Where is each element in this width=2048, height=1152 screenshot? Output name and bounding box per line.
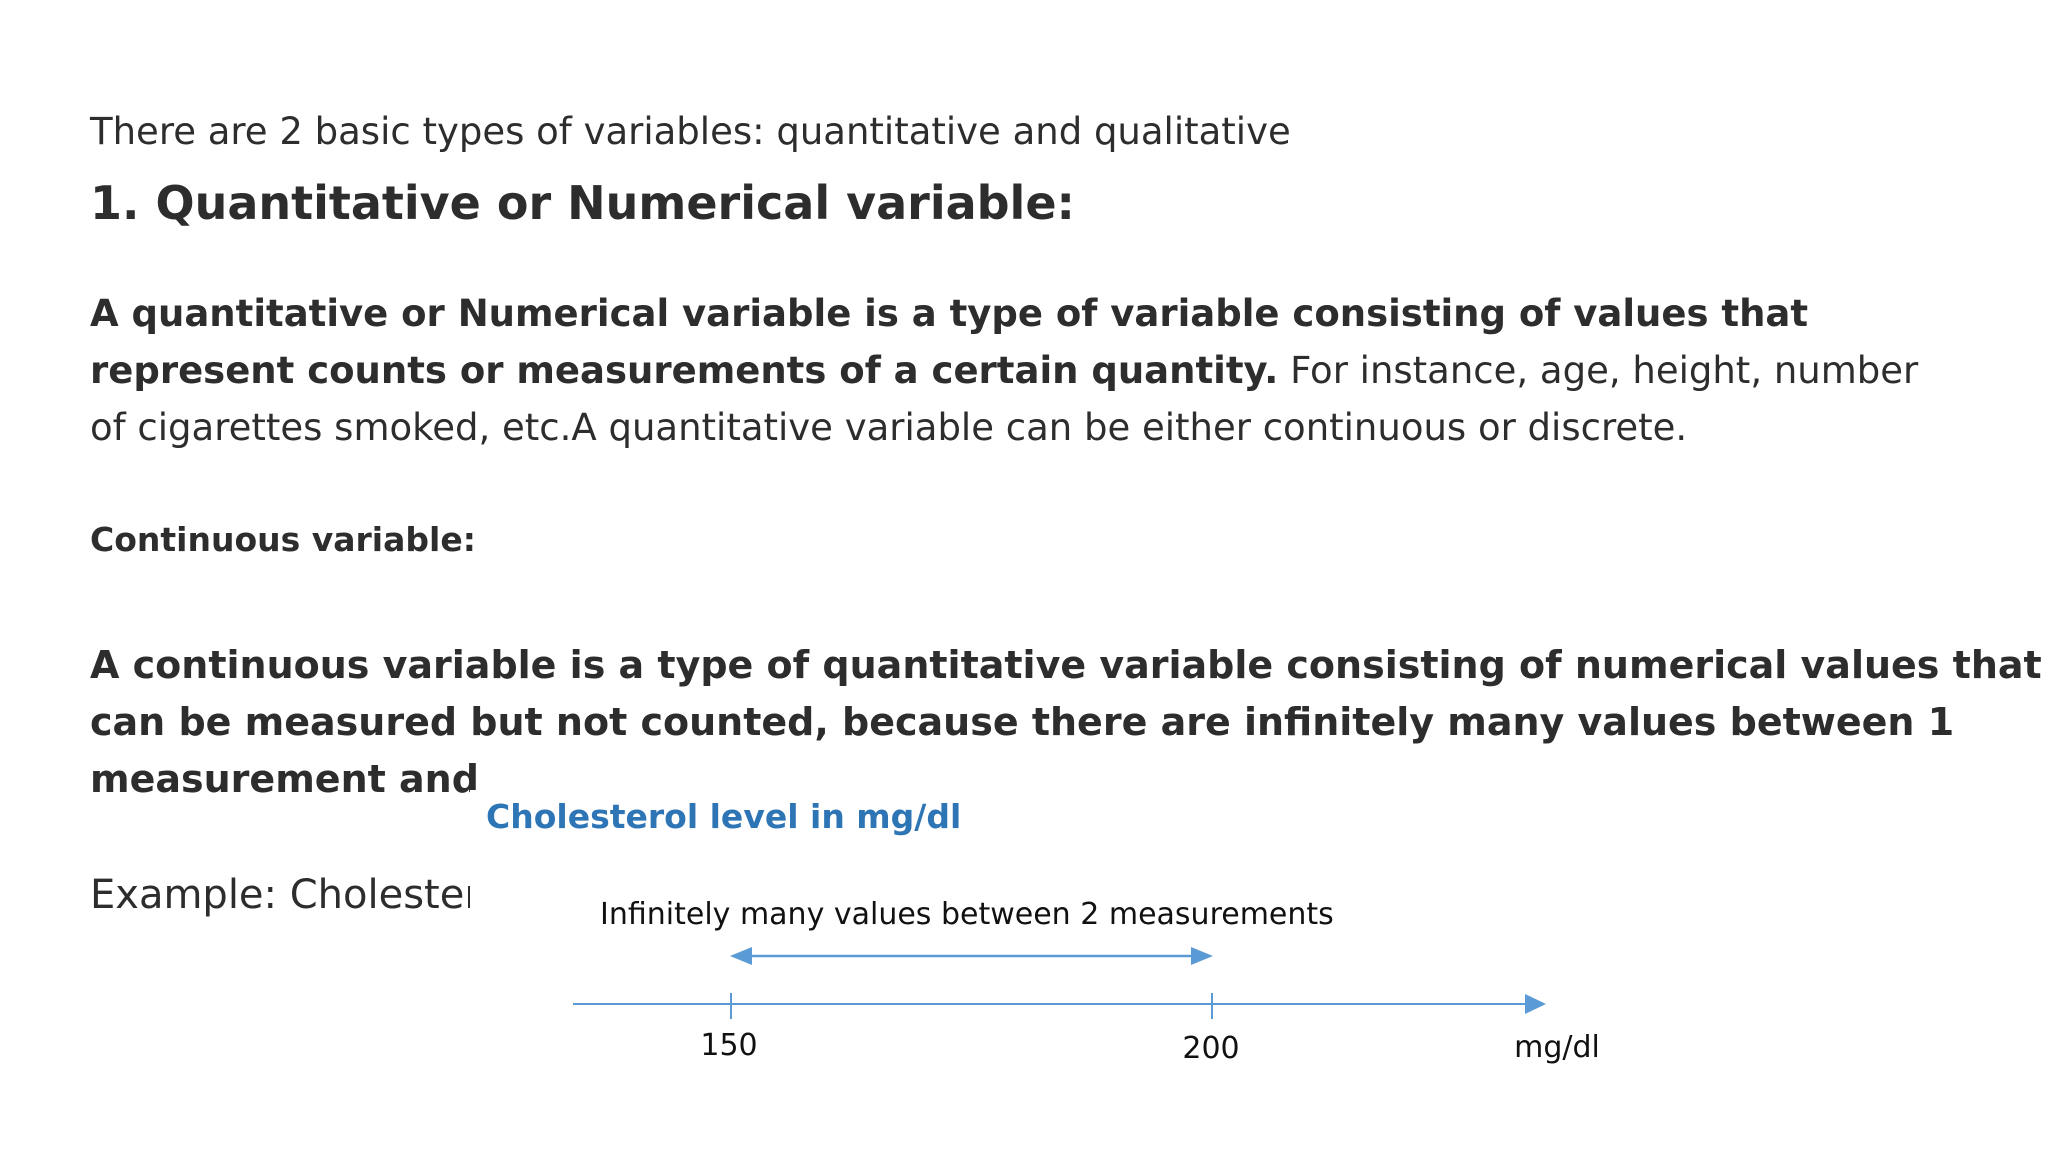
paragraph-line: represent counts or measurements of a ce… [90,342,1918,399]
definition-line: A continuous variable is a type of quant… [90,643,2042,687]
heading: 1. Quantitative or Numerical variable: [90,176,1075,230]
paragraph: A quantitative or Numerical variable is … [90,285,1918,456]
definition-line: can be measured but not counted, because… [90,700,1955,744]
bold-text: represent counts or measurements of a ce… [90,349,1279,392]
paragraph-line: A quantitative or Numerical variable is … [90,285,1918,342]
tick-label: 200 [1182,1031,1239,1066]
tick-label: 150 [700,1028,757,1063]
bold-text: A quantitative or Numerical variable is … [90,292,1809,335]
subheading: Continuous variable: [90,520,476,559]
definition-line: measurement and [90,757,479,801]
example: Example: Cholester [90,872,481,918]
intro: There are 2 basic types of variables: qu… [90,110,1291,153]
definition: A continuous variable is a type of quant… [90,637,2042,808]
text: For instance, age, height, number [1278,349,1919,392]
diagram-title: Cholesterol level in mg/dl [486,797,961,836]
annotation: Infinitely many values between 2 measure… [600,897,1334,932]
axis-arrowhead [1525,994,1546,1014]
text: of cigarettes smoked, etc.A quantitative… [90,406,1688,449]
paragraph-line: of cigarettes smoked, etc.A quantitative… [90,399,1918,456]
unit-label: mg/dl [1514,1030,1600,1065]
